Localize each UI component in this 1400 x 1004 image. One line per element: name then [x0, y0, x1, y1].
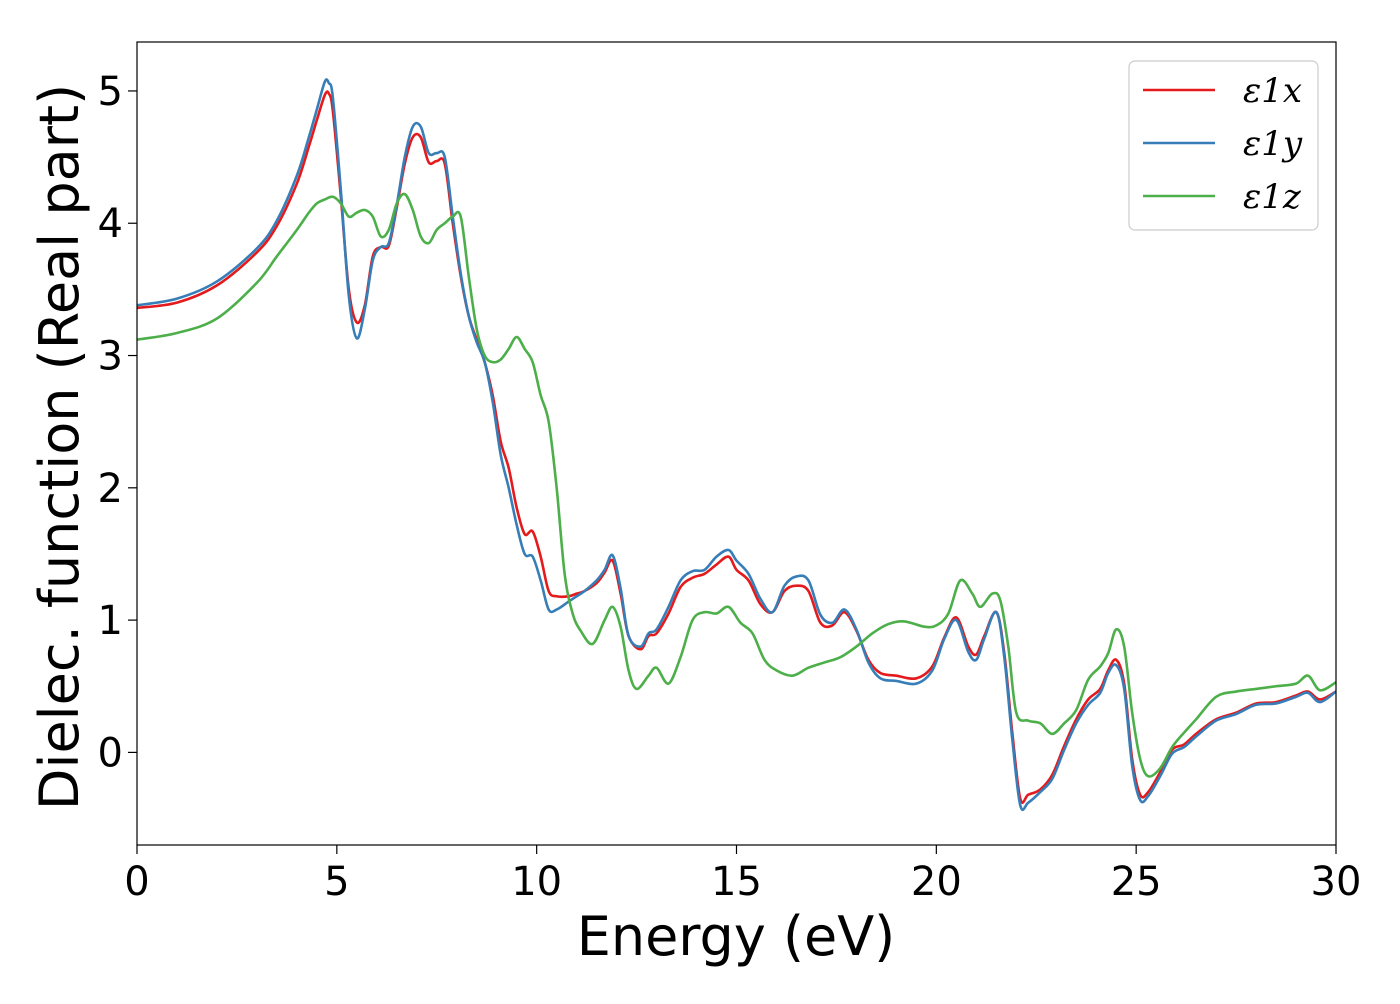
y-axis-label: Dielec. function (Real part) [28, 84, 91, 810]
x-tick-label: 25 [1111, 859, 1162, 905]
x-tick-label: 15 [711, 859, 762, 905]
x-axis-label: Energy (eV) [577, 905, 896, 968]
legend: ε1x ε1y ε1z [1128, 60, 1319, 231]
y-tick-label: 2 [98, 466, 123, 512]
y-tick-label: 0 [98, 730, 123, 776]
x-tick-label: 0 [124, 859, 149, 905]
x-tick-label: 30 [1311, 859, 1362, 905]
y-tick-label: 3 [98, 334, 123, 380]
legend-label-2: ε1y [1243, 124, 1303, 164]
legend-label-1: ε1x [1243, 71, 1302, 111]
x-tick-label: 10 [511, 859, 562, 905]
series-layer [137, 78, 1336, 812]
legend-box [1128, 60, 1319, 231]
y-tick-label: 5 [98, 69, 123, 115]
x-tick-label: 20 [911, 859, 962, 905]
series-line-3 [137, 192, 1336, 778]
legend-entries: ε1x ε1y ε1z [1143, 71, 1303, 217]
x-tick-label: 5 [324, 859, 349, 905]
x-axis-ticks: 0 5 10 15 20 25 30 [124, 845, 1361, 905]
y-axis-ticks: 0 1 2 3 4 5 [98, 69, 137, 776]
series-line-2 [137, 78, 1336, 812]
y-tick-label: 1 [98, 598, 123, 644]
legend-label-3: ε1z [1243, 177, 1302, 217]
y-tick-label: 4 [98, 201, 123, 247]
